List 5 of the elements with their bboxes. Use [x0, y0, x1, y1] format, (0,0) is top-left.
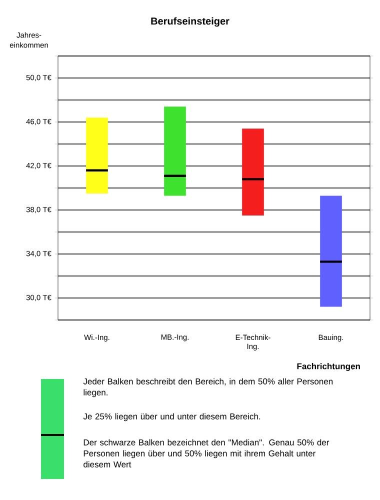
x-axis-title: Fachrichtungen: [297, 363, 360, 371]
chart-title: Berufseinsteiger: [151, 17, 230, 27]
text: Der schwarze Balken bezeichnet den "Median". Genau 50% der Personen liegen über und 50% liegen mit ihrem Gehalt unter diesem Wert: [84, 439, 330, 468]
text: Jeder Balken beschreibt den Bereich, in dem 50% aller Personen liegen.: [83, 378, 333, 398]
text: Je 25% liegen über und unter diesem Bereich.: [83, 413, 260, 422]
